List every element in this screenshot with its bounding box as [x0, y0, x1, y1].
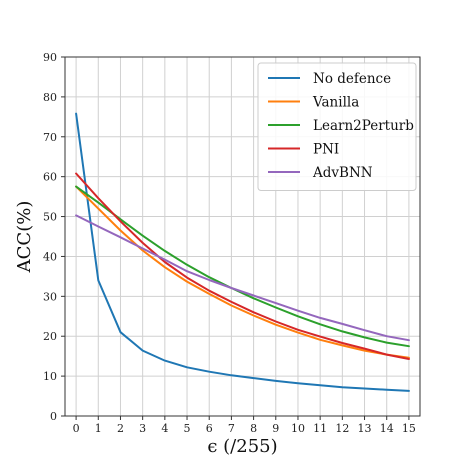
y-tick-label: 20 — [43, 330, 57, 343]
x-tick-label: 1 — [95, 422, 102, 435]
x-tick-label: 14 — [380, 422, 394, 435]
x-tick-label: 3 — [139, 422, 146, 435]
y-tick-label: 70 — [43, 131, 57, 144]
series-line-vanilla — [75, 185, 410, 359]
y-axis-label: ACC(%) — [14, 201, 35, 274]
plot-frame — [64, 56, 421, 417]
y-tick-label: 90 — [43, 51, 57, 64]
y-tick-label: 80 — [43, 91, 57, 104]
x-tick-label: 10 — [291, 422, 305, 435]
y-tick-label: 10 — [43, 370, 57, 383]
x-tick-label: 8 — [250, 422, 257, 435]
x-axis-label: ϵ (/255) — [207, 436, 277, 457]
y-tick-label: 50 — [43, 211, 57, 224]
legend-label-vanilla: Vanilla — [312, 95, 359, 111]
x-tick-label: 12 — [335, 422, 349, 435]
y-tick-label: 0 — [50, 410, 57, 423]
x-tick-label: 2 — [117, 422, 124, 435]
legend-label-advbnn: AdvBNN — [312, 165, 373, 181]
x-tick-label: 0 — [73, 422, 80, 435]
x-tick-label: 7 — [228, 422, 235, 435]
y-tick-label: 60 — [43, 171, 57, 184]
series-line-no-defence — [75, 112, 410, 392]
y-tick-label: 40 — [43, 250, 57, 263]
series-lines — [75, 112, 410, 392]
legend: No defence Vanilla Learn2Perturb PNI AdvBNN — [257, 62, 417, 191]
x-tick-label: 9 — [272, 422, 279, 435]
axis-ticks: 0 1 2 3 4 5 6 7 8 9 10 11 12 13 14 15010203040506070809… — [43, 51, 416, 435]
x-tick-label: 6 — [206, 422, 213, 435]
x-tick-label: 5 — [184, 422, 191, 435]
series-line-learn2perturb — [75, 185, 410, 348]
y-tick-label: 30 — [43, 290, 57, 303]
legend-label-no-defence: No defence — [313, 71, 391, 87]
legend-box — [257, 62, 417, 191]
series-line-pni — [75, 172, 410, 360]
x-tick-label: 13 — [358, 422, 372, 435]
legend-label-pni: PNI — [313, 142, 339, 158]
x-tick-label: 4 — [161, 422, 168, 435]
series-line-advbnn — [75, 214, 410, 342]
x-tick-label: 11 — [313, 422, 327, 435]
x-tick-label: 15 — [402, 422, 416, 435]
legend-label-learn2perturb: Learn2Perturb — [313, 118, 414, 134]
